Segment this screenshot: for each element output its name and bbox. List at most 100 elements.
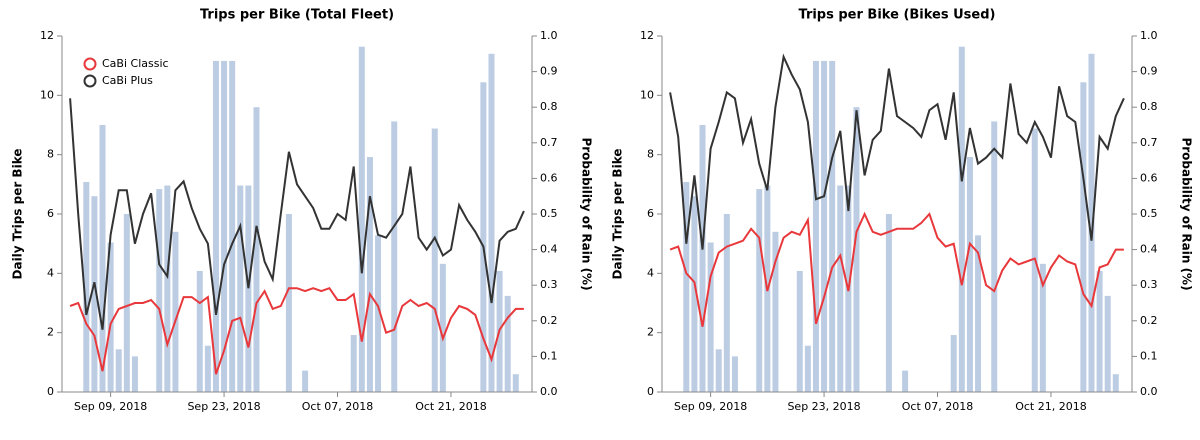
rain-bar	[691, 196, 698, 392]
y2-tick-label: 1.0	[1140, 29, 1158, 42]
y2-tick-label: 0.7	[1140, 136, 1158, 149]
chart-title: Trips per Bike (Bikes Used)	[799, 8, 996, 23]
y-axis-title: Daily Trips per Bike	[611, 149, 625, 280]
y2-tick-label: 0.3	[540, 278, 558, 291]
rain-bar	[756, 189, 763, 392]
y2-tick-label: 0.8	[1140, 100, 1158, 113]
y-tick-label: 2	[47, 326, 54, 339]
rain-bar	[683, 181, 690, 392]
rain-bar	[723, 214, 730, 392]
y-tick-label: 10	[40, 88, 54, 101]
rain-bar	[358, 46, 365, 393]
y-tick-label: 12	[40, 29, 54, 42]
y2-tick-label: 0.2	[1140, 314, 1158, 327]
y2-tick-label: 0.5	[1140, 207, 1158, 220]
x-tick-label: Sep 09, 2018	[674, 400, 747, 413]
rain-bar	[1096, 270, 1103, 392]
trip-line	[69, 98, 525, 330]
rain-bar	[99, 125, 106, 392]
rain-bar	[164, 185, 171, 392]
y-tick-label: 4	[647, 266, 654, 279]
rain-bar	[699, 125, 706, 392]
x-tick-label: Oct 07, 2018	[902, 400, 974, 413]
rain-bar	[829, 60, 836, 393]
rain-bar	[772, 231, 779, 392]
rain-bar	[375, 235, 382, 392]
rain-bar	[229, 60, 236, 393]
rain-bar	[83, 181, 90, 392]
legend-label: CaBi Plus	[102, 74, 153, 87]
rain-bar	[1080, 82, 1087, 392]
rain-bar	[958, 46, 965, 393]
legend-symbol	[83, 74, 97, 88]
trip-line	[669, 211, 1124, 327]
rain-bar	[131, 356, 138, 392]
y2-tick-label: 0.4	[540, 243, 558, 256]
y2-axis-title: Probability of Rain (%)	[1180, 137, 1194, 290]
y2-tick-label: 0.4	[1140, 243, 1158, 256]
rain-bar	[885, 214, 892, 392]
x-tick-label: Sep 09, 2018	[74, 400, 147, 413]
rain-bar	[1039, 263, 1046, 392]
chart-title: Trips per Bike (Total Fleet)	[200, 8, 394, 23]
y-axis-title: Daily Trips per Bike	[11, 149, 25, 280]
rain-bar	[285, 214, 292, 392]
rain-bar	[1112, 374, 1119, 392]
rain-bar	[796, 270, 803, 392]
y2-tick-label: 0.6	[1140, 171, 1158, 184]
y-tick-label: 6	[47, 207, 54, 220]
y2-tick-label: 0.3	[1140, 278, 1158, 291]
rain-bar	[350, 335, 357, 392]
rain-bar	[115, 349, 122, 392]
y2-tick-label: 0.8	[540, 100, 558, 113]
y-tick-label: 10	[640, 88, 654, 101]
x-tick-label: Sep 23, 2018	[187, 400, 260, 413]
rain-bar	[204, 345, 211, 392]
rain-bar	[107, 242, 114, 392]
rain-bar	[245, 185, 252, 392]
y2-tick-label: 0.6	[540, 171, 558, 184]
rain-bar	[715, 349, 722, 392]
rain-bar	[707, 242, 714, 392]
rain-bar	[504, 295, 511, 392]
x-tick-label: Oct 07, 2018	[302, 400, 374, 413]
rain-bar	[1088, 53, 1095, 393]
y-tick-label: 8	[647, 148, 654, 161]
y2-tick-label: 0.7	[540, 136, 558, 149]
y-tick-label: 0	[47, 385, 54, 398]
rain-bar	[253, 107, 260, 392]
rain-bar	[366, 157, 373, 392]
trip-line	[69, 286, 524, 375]
rain-bar	[1104, 295, 1111, 392]
rain-bar	[991, 121, 998, 392]
rain-bar	[812, 60, 819, 393]
rain-bar	[237, 185, 244, 392]
rain-bar	[431, 128, 438, 392]
rain-bar	[156, 189, 163, 392]
y2-tick-label: 0.1	[540, 349, 558, 362]
rain-bar	[391, 121, 398, 392]
y2-axis-title: Probability of Rain (%)	[580, 137, 594, 290]
y2-tick-label: 0.1	[1140, 349, 1158, 362]
y2-tick-label: 0.9	[1140, 65, 1158, 78]
rain-bar	[221, 60, 228, 393]
rain-bar	[172, 231, 179, 392]
y2-tick-label: 0.9	[540, 65, 558, 78]
rain-bar	[853, 107, 860, 392]
rain-bar	[950, 335, 957, 392]
legend-label: CaBi Classic	[102, 57, 169, 70]
rain-bar	[966, 157, 973, 392]
rain-bar	[488, 53, 495, 393]
rain-bar	[123, 214, 130, 392]
y2-tick-label: 0.0	[540, 385, 558, 398]
y-tick-label: 4	[47, 266, 54, 279]
rain-bar	[91, 196, 98, 392]
y2-tick-label: 1.0	[540, 29, 558, 42]
rain-bar	[902, 370, 909, 392]
y2-tick-label: 0.2	[540, 314, 558, 327]
rain-bar	[975, 235, 982, 392]
rain-bar	[821, 60, 828, 393]
rain-bar	[212, 60, 219, 393]
y2-tick-label: 0.5	[540, 207, 558, 220]
